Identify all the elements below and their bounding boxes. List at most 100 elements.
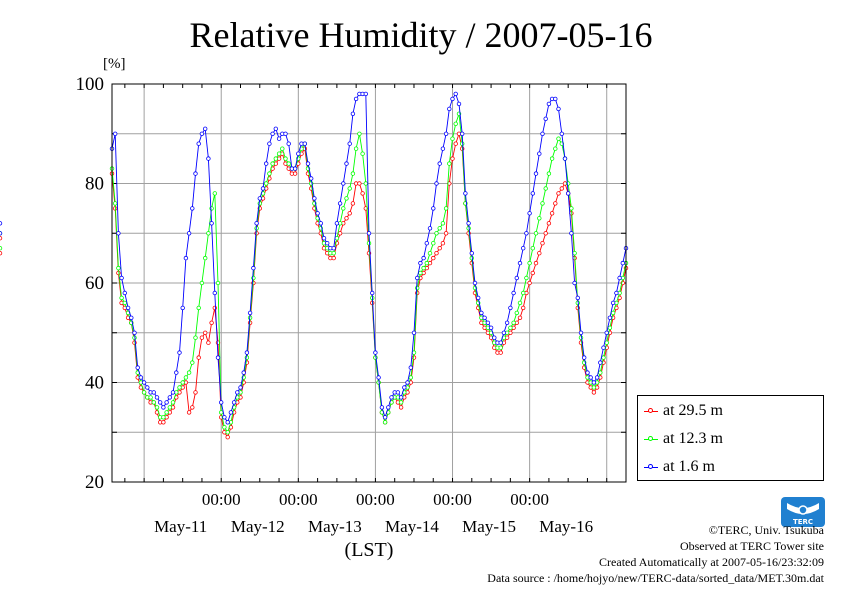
data-point xyxy=(0,221,3,226)
data-point xyxy=(521,305,526,311)
data-point xyxy=(170,390,176,395)
data-point xyxy=(321,235,327,241)
legend-label: at 12.3 m xyxy=(663,430,723,447)
legend-swatch-green xyxy=(644,433,658,445)
data-point xyxy=(540,201,545,206)
y-tick-label: 20 xyxy=(85,472,104,493)
data-point xyxy=(382,415,388,420)
data-point xyxy=(283,131,288,136)
data-point xyxy=(440,221,446,226)
data-point xyxy=(357,131,362,136)
data-point xyxy=(415,275,420,281)
data-point xyxy=(270,131,275,136)
data-point xyxy=(498,340,503,345)
data-point xyxy=(569,231,574,236)
data-point xyxy=(218,410,224,415)
data-point xyxy=(296,151,301,156)
data-point xyxy=(116,231,121,236)
data-point xyxy=(447,161,452,166)
data-point xyxy=(154,395,160,400)
data-point xyxy=(190,405,195,410)
data-point xyxy=(119,295,124,301)
data-point xyxy=(112,201,118,206)
data-point xyxy=(280,146,285,151)
data-point xyxy=(334,235,340,241)
y-tick-label: 60 xyxy=(85,273,104,294)
data-point xyxy=(421,265,426,271)
data-point xyxy=(437,245,442,251)
data-point xyxy=(511,320,516,325)
data-point xyxy=(112,131,118,136)
data-point xyxy=(530,245,535,251)
terc-logo: TERC xyxy=(781,497,825,527)
data-point xyxy=(167,405,172,410)
data-point xyxy=(357,181,362,186)
data-point xyxy=(122,290,127,296)
data-point xyxy=(572,280,577,286)
data-point xyxy=(363,91,368,97)
data-point xyxy=(267,171,272,176)
data-point xyxy=(206,231,211,236)
data-point xyxy=(382,420,388,425)
data-point xyxy=(318,221,323,226)
data-point xyxy=(604,330,609,335)
data-point xyxy=(276,151,282,156)
data-point xyxy=(0,231,3,236)
data-point xyxy=(617,275,622,281)
data-point xyxy=(337,231,343,236)
data-point xyxy=(533,260,539,266)
data-point xyxy=(215,280,221,286)
data-point xyxy=(267,141,272,146)
data-point xyxy=(344,196,349,201)
data-point xyxy=(527,260,532,266)
copyright-text: ©TERC, Univ. Tsukuba xyxy=(708,523,824,537)
data-point xyxy=(215,355,221,360)
data-point xyxy=(138,375,144,380)
data-point xyxy=(537,216,542,221)
y-axis-unit-label: [%] xyxy=(103,56,126,72)
data-point xyxy=(331,245,336,251)
data-point xyxy=(366,240,372,246)
data-point xyxy=(225,430,230,435)
data-point xyxy=(344,216,349,221)
data-point xyxy=(145,385,150,390)
data-point xyxy=(450,156,455,161)
data-point xyxy=(174,370,179,375)
legend-item-1-6m: at 1.6 m xyxy=(644,457,715,477)
data-point xyxy=(0,236,3,241)
data-point xyxy=(129,315,134,320)
data-point xyxy=(562,156,568,161)
data-point xyxy=(482,315,487,320)
data-point xyxy=(141,390,147,395)
data-point xyxy=(350,201,356,206)
x-date-label: May-11 xyxy=(154,517,207,536)
data-point xyxy=(569,206,574,211)
data-point xyxy=(418,260,423,266)
data-point xyxy=(527,280,532,286)
data-point xyxy=(132,330,137,335)
x-date-label: May-14 xyxy=(385,517,439,536)
data-point xyxy=(443,206,449,211)
data-point xyxy=(180,305,185,311)
data-point xyxy=(434,250,439,256)
data-point xyxy=(135,365,140,370)
data-point xyxy=(286,161,291,166)
data-point xyxy=(315,211,320,216)
data-point xyxy=(517,260,523,266)
data-point xyxy=(578,335,584,340)
data-point xyxy=(212,191,217,196)
data-point xyxy=(302,141,307,146)
data-point xyxy=(588,375,593,380)
data-point xyxy=(257,201,262,206)
data-point xyxy=(566,191,571,196)
data-point xyxy=(501,330,507,335)
data-point xyxy=(524,275,529,281)
data-point xyxy=(472,280,478,286)
data-point xyxy=(264,181,269,186)
data-point xyxy=(604,340,609,345)
data-point xyxy=(582,355,587,360)
data-point xyxy=(610,300,616,306)
data-point xyxy=(540,240,545,246)
data-point xyxy=(212,290,217,296)
x-date-label: May-15 xyxy=(462,517,516,536)
